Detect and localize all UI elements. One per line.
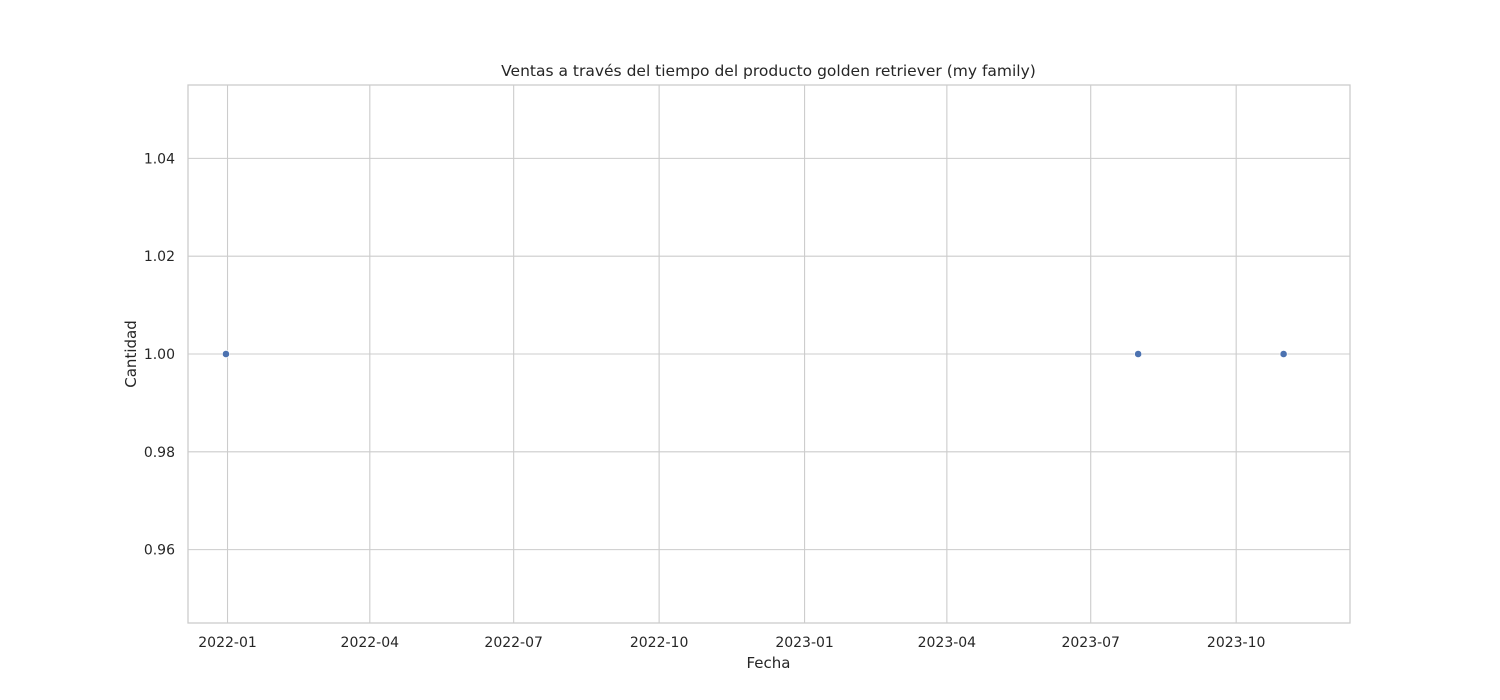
y-tick-labels: 0.96 0.98 1.00 1.02 1.04 [144,151,175,558]
x-tick-label: 2022-01 [198,635,257,651]
y-gridlines [188,157,1350,551]
x-tick-label: 2023-10 [1207,635,1266,651]
x-tick-label: 2023-01 [775,635,834,651]
x-tick-label: 2022-07 [484,635,543,651]
data-point [1134,350,1143,358]
data-point [222,350,230,358]
x-tick-label: 2022-10 [630,635,689,651]
x-tick-label: 2023-07 [1061,635,1120,651]
data-point [1279,350,1288,358]
y-tick-label: 1.04 [144,151,175,167]
y-tick-label: 1.02 [144,249,175,265]
data-points [222,350,1288,358]
y-tick-label: 0.98 [144,445,175,461]
y-axis-title: Cantidad [122,320,140,387]
x-tick-label: 2022-04 [341,635,400,651]
chart-title: Ventas a través del tiempo del producto … [501,62,1036,80]
y-tick-label: 1.00 [144,347,175,363]
plot-area-frame [187,84,1351,624]
x-tick-labels: 2022-01 2022-04 2022-07 2022-10 2023-01 2023-… [198,635,1265,651]
y-tick-label: 0.96 [144,543,175,559]
x-axis-title: Fecha [747,654,791,672]
x-tick-label: 2023-04 [918,635,977,651]
